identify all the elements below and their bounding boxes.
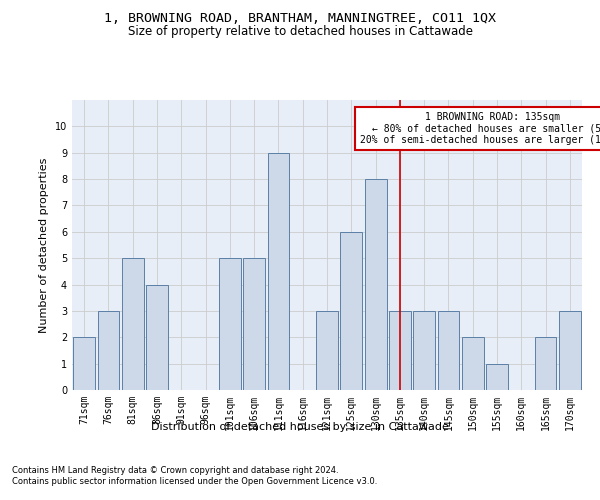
Text: 1 BROWNING ROAD: 135sqm
← 80% of detached houses are smaller (53)
20% of semi-de: 1 BROWNING ROAD: 135sqm ← 80% of detache… bbox=[360, 112, 600, 145]
Bar bbox=[437, 311, 460, 390]
Bar bbox=[268, 152, 289, 390]
Bar bbox=[462, 338, 484, 390]
Text: Size of property relative to detached houses in Cattawade: Size of property relative to detached ho… bbox=[128, 25, 473, 38]
Text: Contains HM Land Registry data © Crown copyright and database right 2024.: Contains HM Land Registry data © Crown c… bbox=[12, 466, 338, 475]
Bar bbox=[122, 258, 143, 390]
Bar bbox=[97, 311, 119, 390]
Bar bbox=[243, 258, 265, 390]
Text: Contains public sector information licensed under the Open Government Licence v3: Contains public sector information licen… bbox=[12, 478, 377, 486]
Text: 1, BROWNING ROAD, BRANTHAM, MANNINGTREE, CO11 1QX: 1, BROWNING ROAD, BRANTHAM, MANNINGTREE,… bbox=[104, 12, 496, 26]
Bar bbox=[316, 311, 338, 390]
Bar bbox=[365, 179, 386, 390]
Bar bbox=[73, 338, 95, 390]
Bar bbox=[535, 338, 556, 390]
Text: Distribution of detached houses by size in Cattawade: Distribution of detached houses by size … bbox=[151, 422, 449, 432]
Bar bbox=[486, 364, 508, 390]
Bar bbox=[340, 232, 362, 390]
Bar bbox=[389, 311, 411, 390]
Bar bbox=[559, 311, 581, 390]
Y-axis label: Number of detached properties: Number of detached properties bbox=[40, 158, 49, 332]
Bar bbox=[146, 284, 168, 390]
Bar bbox=[219, 258, 241, 390]
Bar bbox=[413, 311, 435, 390]
